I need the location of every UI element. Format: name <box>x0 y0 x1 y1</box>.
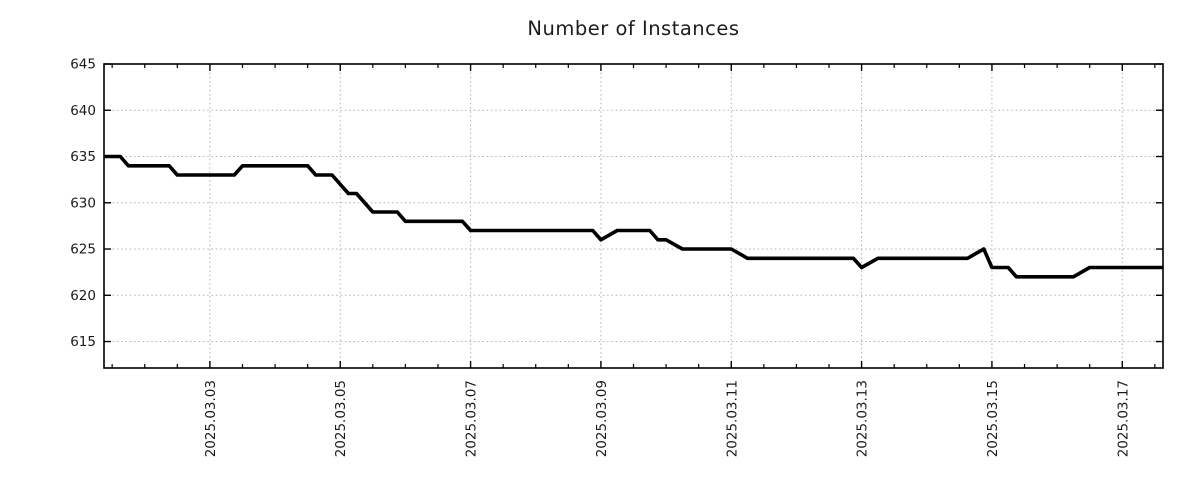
y-tick-label: 630 <box>70 195 96 211</box>
x-tick-label: 2025.03.05 <box>333 380 349 457</box>
y-tick-label: 640 <box>70 103 96 119</box>
tick-marks <box>104 63 1163 368</box>
y-tick-label: 625 <box>70 242 96 258</box>
y-tick-label: 635 <box>70 149 96 165</box>
x-tick-label: 2025.03.13 <box>855 380 871 457</box>
data-series <box>104 154 1163 279</box>
data-line <box>104 154 1163 279</box>
y-tick-labels: 615 620 625 630 635 640 645 <box>70 57 96 351</box>
x-tick-label: 2025.03.17 <box>1115 380 1131 457</box>
x-tick-label: 2025.03.07 <box>464 380 480 457</box>
axes-frame <box>103 63 1164 369</box>
chart-title: Number of Instances <box>527 17 740 40</box>
x-tick-labels: 2025.03.03 2025.03.05 2025.03.07 2025.03.09… <box>203 380 1131 457</box>
x-tick-label: 2025.03.11 <box>724 380 740 457</box>
y-tick-label: 620 <box>70 288 96 304</box>
y-tick-label: 615 <box>70 334 96 350</box>
x-tick-label: 2025.03.09 <box>594 380 610 457</box>
grid-lines <box>104 63 1163 368</box>
plot-border <box>103 63 1164 369</box>
y-tick-label: 645 <box>70 57 96 73</box>
x-tick-label: 2025.03.15 <box>985 380 1001 457</box>
x-tick-label: 2025.03.03 <box>203 380 219 457</box>
